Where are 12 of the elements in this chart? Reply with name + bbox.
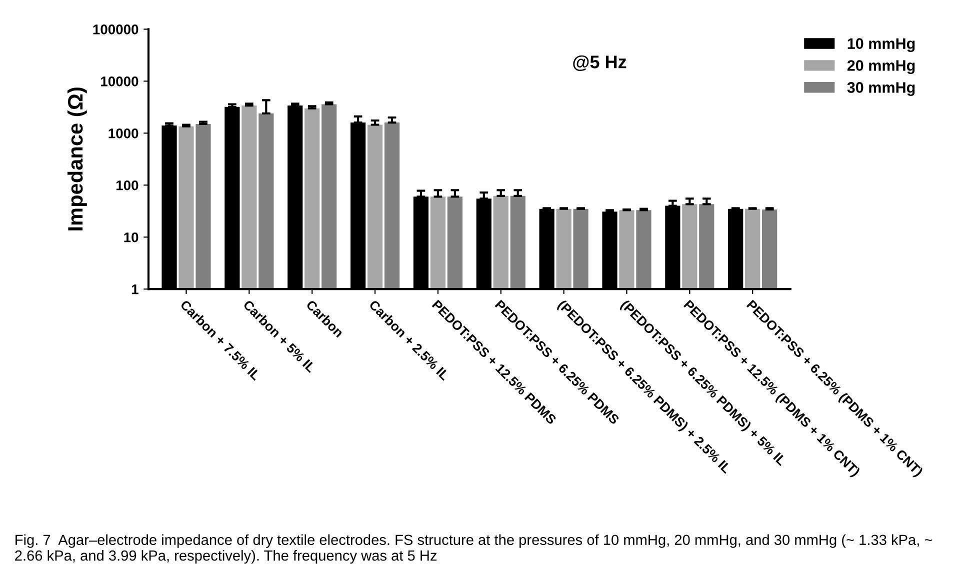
y-tick-label: 1000 [108,128,138,138]
legend-label: 30 mmHg [847,82,915,96]
y-axis-title: Impedance (Ω) [67,88,87,230]
caption: Fig. 7 Agar–electrode impedance of dry textile electrodes. FS structure at the pressures of 10 mmHg, 20 mmHg, and 30 mmHg (~ 1.33 kPa, ~ 2.66 kPa, and 3.99 kPa, respectively). The frequency was at 5 Hz [15,534,932,564]
annotation: @5 Hz [573,55,626,72]
y-tick-label: 10 [124,232,138,242]
y-tick-label: 100 [116,180,138,190]
legend-label: 20 mmHg [847,60,915,74]
legend-label: 10 mmHg [848,38,915,52]
y-tick-label: 1 [132,284,138,294]
y-tick-label: 10000 [101,76,138,86]
y-tick-label: 100000 [93,24,138,34]
